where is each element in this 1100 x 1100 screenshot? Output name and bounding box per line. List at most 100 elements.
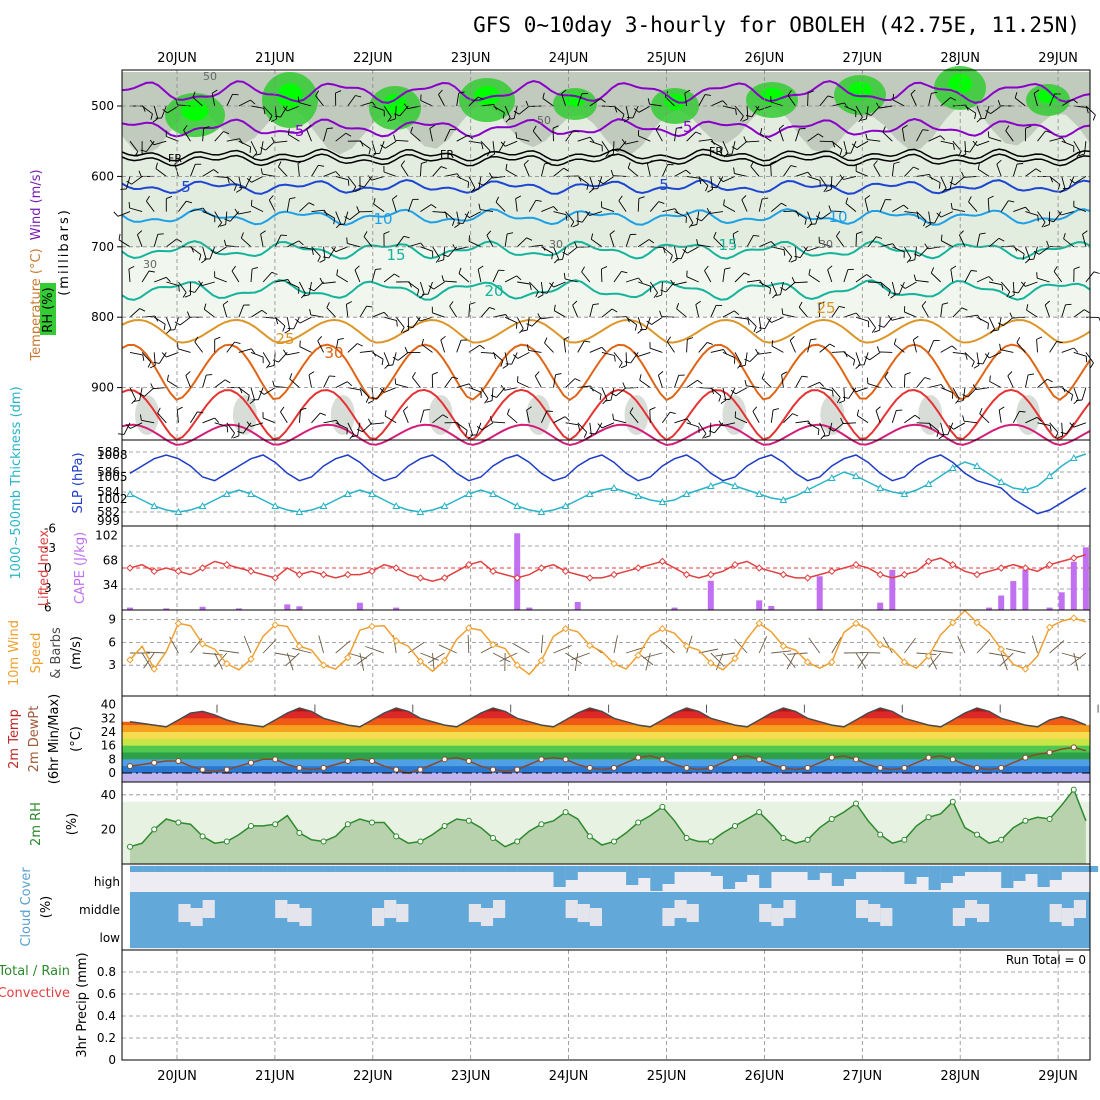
rh2m-line-marker	[296, 829, 303, 836]
wind-barb-feather	[655, 294, 662, 298]
wind-barb	[870, 105, 881, 116]
wind-barb-feather	[523, 159, 529, 165]
wind-barb	[601, 387, 608, 400]
wind-barb	[649, 409, 651, 423]
wind-barb	[540, 163, 545, 177]
wind-barb	[1025, 211, 1038, 216]
wind-barb-feather	[788, 256, 793, 263]
temperature-band	[122, 759, 1090, 767]
cloud-cover-panel: high middle low Cloud Cover (%)	[19, 863, 1099, 951]
wind10m-speed-line-marker	[997, 645, 1005, 653]
wind-barb-feather	[706, 341, 713, 345]
high-cloud-block	[493, 866, 506, 872]
wind-barb-feather	[876, 236, 883, 239]
wind-barb-feather	[128, 201, 131, 209]
wind-barb	[930, 272, 942, 283]
wind-barb	[410, 132, 421, 142]
wind10m-barb	[492, 652, 511, 663]
li-tick-label: 6	[44, 601, 52, 615]
wind-barb	[879, 105, 893, 109]
wind-barb-feather	[165, 276, 171, 283]
lifted-index-line-marker	[658, 557, 667, 566]
rh2m-line-marker	[199, 833, 206, 840]
wind10m-barb	[1005, 648, 1026, 654]
wind-barb-feather	[126, 180, 132, 185]
wind-barb	[298, 409, 301, 423]
high-cloud-block	[638, 866, 651, 878]
wind-barb-feather	[825, 188, 832, 192]
wind-barb	[504, 275, 517, 283]
wind-barb-feather	[795, 210, 800, 217]
wind-barb	[526, 317, 530, 331]
rh2m-line-marker	[320, 838, 327, 845]
wind-barb	[1000, 200, 1009, 212]
thickness-line-marker	[295, 507, 304, 515]
wind-barb-feather	[355, 95, 362, 98]
slp-tick-label: 1002	[97, 492, 128, 506]
dewpoint-line-marker	[199, 766, 206, 773]
wind-barb	[202, 417, 215, 424]
wind-barb	[734, 173, 748, 177]
wind-barb-feather	[186, 200, 193, 204]
wind-barb-feather	[368, 418, 372, 425]
wind10m-barb	[420, 652, 439, 661]
wind-barb-feather	[979, 232, 986, 235]
wind-barb-feather	[535, 291, 539, 297]
wind-barb-feather	[464, 213, 470, 219]
wind-barb	[347, 176, 357, 187]
wind-barb	[1026, 309, 1038, 318]
dewpoint-line-marker	[248, 759, 254, 766]
slp-line	[129, 454, 1087, 515]
wind-barb-feather	[563, 167, 570, 172]
wind-barb-feather	[564, 416, 570, 421]
wind-barb-feather	[148, 270, 155, 273]
wind10m-speed-line-marker	[1070, 614, 1078, 622]
wind10m-speed-line-marker	[973, 618, 981, 627]
wind-barb-feather	[1059, 188, 1066, 193]
wind-barb	[480, 307, 490, 318]
wind-barb	[262, 173, 276, 177]
wind-barb	[722, 351, 735, 359]
wind-barb-feather	[762, 197, 769, 200]
wind-barb-feather	[1054, 432, 1059, 439]
wind-barb	[613, 105, 625, 115]
wind-barb	[468, 240, 482, 248]
rh2m-area-fill	[130, 789, 1086, 864]
slp-thickness-lines	[126, 453, 1087, 515]
wind-barb-feather	[552, 125, 559, 129]
wind-barb-feather	[618, 362, 623, 368]
wind-barb-feather	[515, 132, 518, 139]
wind-barb	[795, 211, 807, 220]
wind-barb	[987, 198, 990, 212]
wind-barb	[795, 128, 800, 142]
wind-barb-feather	[402, 329, 409, 333]
wind-barb-feather	[231, 432, 235, 439]
wind-barb	[649, 103, 663, 107]
wind-barb	[577, 93, 583, 107]
wind-barb	[1013, 206, 1026, 213]
wind-barb	[680, 246, 688, 259]
wind-barb-feather	[441, 275, 445, 282]
wind-barb	[1025, 416, 1038, 424]
wind-barb	[746, 140, 760, 143]
top-date-label: 22JUN	[353, 51, 393, 66]
wind-barb	[1036, 339, 1038, 353]
high-cloud-block	[468, 866, 481, 872]
wind10m-speed-line-marker	[949, 618, 957, 627]
wind-barb	[976, 316, 989, 324]
wind-barb	[280, 105, 288, 118]
wind-barb-feather	[333, 218, 336, 225]
wind-barb	[698, 138, 712, 142]
wind-barb-feather	[1076, 152, 1081, 158]
wind-barb	[159, 352, 167, 364]
wind-barb-feather	[781, 371, 788, 376]
wind-barb	[722, 269, 726, 283]
contour-label: -5	[678, 118, 693, 136]
wind-barb	[602, 176, 615, 185]
wind-barb-feather	[960, 153, 966, 158]
wind-barb	[335, 211, 342, 224]
wind-barb-feather	[973, 364, 980, 369]
